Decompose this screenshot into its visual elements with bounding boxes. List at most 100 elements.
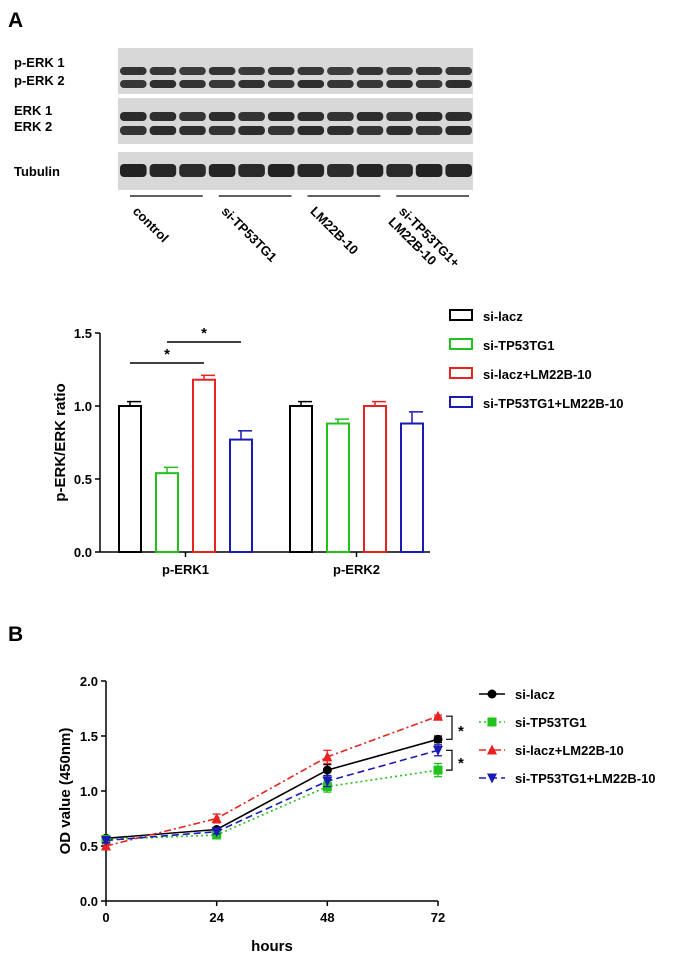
blot-band [445,164,472,177]
bar [155,472,179,553]
blot-group-label: LM22B-10 [307,204,361,258]
blot-band [120,126,147,135]
blot-band [208,112,236,121]
line-point [487,773,497,784]
blot-band [327,112,354,121]
blot-band [327,126,354,135]
line-point [101,836,111,846]
line-x-tick-label: 48 [320,910,334,925]
bar-y-tick-label: 0.5 [74,472,92,487]
line-series [105,749,439,842]
blot-band [386,164,413,177]
blot-row-label: ERK 1 [14,103,52,118]
line-series [105,738,439,840]
bar-y-tick-label: 0.0 [74,545,92,560]
bar-y-axis-label: p-ERK/ERK ratio [52,383,69,501]
line-series [105,715,439,847]
blot-band [179,67,206,75]
blot-band [208,67,236,75]
blot-group-label: control [130,204,172,246]
line-point [433,710,443,721]
line-point [211,813,222,823]
blot-band [267,164,295,177]
blot-band [297,112,325,121]
bar-legend-label: si-lacz+LM22B-10 [483,367,592,382]
blot-band [386,112,413,121]
line-x-tick-label: 72 [431,910,445,925]
blot-group-label: si-TP53TG1 [219,204,280,265]
line-significance-label: * [458,723,464,740]
line-point [487,744,497,755]
blot-group-label: si-TP53TG1+LM22B-10 [386,204,463,281]
blot-band [179,80,206,88]
panel-label-b: B [8,623,23,646]
line-significance-bracket [446,715,453,740]
bar [229,438,253,553]
bar-significance-label: * [164,346,170,363]
blot-band [415,112,443,121]
blot-band [415,126,443,135]
line-point [487,689,497,699]
blot-band [149,126,177,135]
blot-band [356,164,384,177]
bar-legend-label: si-TP53TG1+LM22B-10 [483,396,624,411]
bar-y-tick-label: 1.5 [74,326,92,341]
bar-legend-swatch [449,338,473,350]
blot-band [149,112,177,121]
blot-band [267,67,295,75]
line-legend-label: si-lacz+LM22B-10 [515,743,624,758]
line-x-tick-label: 0 [102,910,109,925]
blot-band [208,164,236,177]
blot-band [356,67,384,75]
blot-band [179,126,206,135]
panel-label-a: A [8,9,23,32]
blot-band [238,164,265,177]
line-series [105,769,439,841]
blot-band [386,126,413,135]
line-point [433,765,443,775]
blot-band [386,67,413,75]
blot-band [208,80,236,88]
bar-legend-label: si-lacz [483,309,523,324]
line-y-axis-label: OD value (450nm) [57,728,74,855]
blot-panel [118,98,473,144]
line-y-tick-label: 1.0 [80,784,98,799]
line-point [211,827,222,838]
bar-x-tick-label: p-ERK2 [333,562,380,577]
line-point [322,765,332,775]
bar-legend-swatch [449,367,473,379]
line-x-tick-label: 24 [209,910,224,925]
blot-band [238,80,265,88]
bar [192,378,216,553]
blot-band [445,126,472,135]
blot-band [238,112,265,121]
line-y-tick-label: 0.5 [80,839,98,854]
blot-band [238,67,265,75]
line-point [322,776,333,787]
blot-band [267,126,295,135]
line-x-axis-label: hours [251,938,293,955]
line-significance-label: * [458,755,464,772]
blot-band [415,164,443,177]
blot-band [445,67,472,75]
blot-group-label-line: LM22B-10 [307,204,361,258]
bar-legend-swatch [449,396,473,408]
bar-chart: 0.0 0.5 1.0 1.5 p-ERK/ERK ratio p-ERK1 p-ERK2 *… [52,309,624,577]
bar-x-tick-label: p-ERK1 [162,562,209,577]
line-chart: 0.0 0.5 1.0 1.5 2.0 0 24 48 72 hours OD value (450… [57,674,656,955]
line-y-tick-label: 0.0 [80,894,98,909]
line-legend-label: si-lacz [515,687,555,702]
line-y-tick-label: 1.5 [80,729,98,744]
blot-band [120,67,147,75]
blot-group-label-line: si-TP53TG1 [219,204,280,265]
bar [363,405,387,553]
blot-row-label: p-ERK 2 [14,73,65,88]
blot-band [149,164,177,177]
blot-band [297,164,325,177]
blot-band [327,80,354,88]
blot-band [415,67,443,75]
bar-legend-label: si-TP53TG1 [483,338,555,353]
blot-band [149,80,177,88]
blot-band [120,80,147,88]
bar [326,422,350,553]
